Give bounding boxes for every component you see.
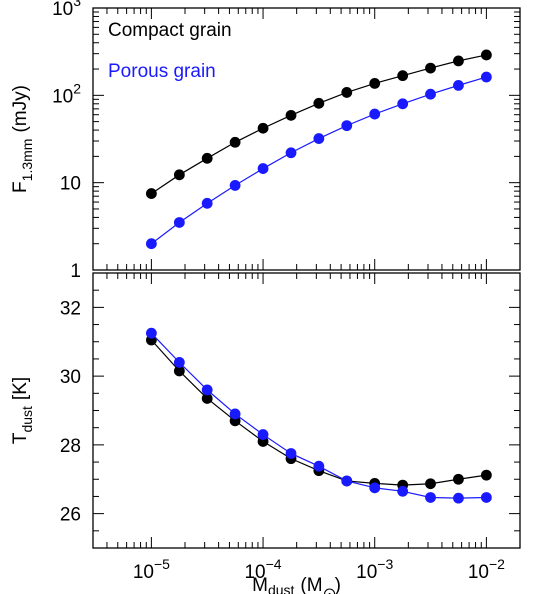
top-point-compact (257, 122, 269, 134)
bottom-point-porous (145, 327, 157, 339)
bottom-frame (92, 272, 521, 549)
top-point-porous (145, 238, 157, 250)
bottom-x-tick-label: 10−2 (468, 556, 505, 583)
bottom-y-tick-label: 32 (60, 298, 81, 319)
bottom-point-porous (257, 429, 269, 440)
bottom-y-tick-label: 28 (60, 436, 81, 457)
bottom-point-porous (285, 448, 297, 459)
bottom-point-porous (397, 485, 409, 497)
top-y-tick-label: 1 (70, 261, 81, 282)
top-point-compact (313, 97, 325, 109)
bottom-x-tick-label: 10−4 (244, 556, 281, 583)
top-y-tick-label: 10 (60, 174, 81, 195)
top-point-compact (173, 169, 185, 181)
bottom-point-porous (313, 460, 325, 472)
bottom-x-tick-label: 10−3 (356, 556, 393, 583)
bottom-point-porous (369, 482, 381, 494)
top-point-porous (425, 88, 436, 100)
bottom-point-porous (201, 384, 213, 396)
top-point-porous (313, 133, 325, 144)
top-point-porous (173, 217, 185, 228)
top-point-porous (480, 71, 492, 83)
top-point-compact (453, 55, 464, 67)
bottom-point-porous (425, 492, 436, 503)
top-point-porous (397, 98, 409, 110)
bottom-y-tick-label: 26 (60, 505, 81, 526)
bottom-y-tick-label: 30 (60, 367, 81, 388)
legend-compact-label: Compact grain (108, 20, 232, 41)
top-point-compact (341, 87, 353, 98)
top-point-porous (229, 180, 241, 191)
top-point-compact (145, 188, 157, 199)
bottom-panel: 26 28 30 32 Tdust[K] 10−5 10−4 10−3 10−2 Mdust (M) (10, 272, 521, 594)
top-y-axis-title: F1.3mm(mJy) (10, 85, 35, 193)
bottom-point-compact (453, 473, 464, 485)
top-point-compact (229, 136, 241, 148)
top-panel: 1 10 102 103 F1.3mm(mJy) (10, 0, 521, 282)
legend-porous-label: Porous grain (108, 61, 216, 82)
legend: Compact grain Porous grain (108, 20, 232, 82)
bottom-point-compact (480, 469, 492, 481)
top-point-compact (480, 49, 492, 61)
bottom-point-porous (341, 475, 353, 487)
bottom-point-porous (480, 492, 492, 503)
top-point-porous (201, 197, 213, 209)
bottom-x-tick-label: 10−5 (133, 556, 170, 583)
top-point-compact (369, 77, 381, 89)
top-point-compact (425, 62, 436, 74)
top-frame (92, 7, 521, 271)
top-point-compact (201, 152, 213, 164)
top-point-porous (341, 120, 353, 132)
bottom-point-compact (425, 478, 436, 490)
bottom-y-axis-title: Tdust[K] (10, 377, 35, 444)
bottom-point-porous (229, 408, 241, 420)
x-axis-title: Mdust (M) (252, 575, 341, 594)
top-point-porous (257, 163, 269, 174)
bottom-point-compact (173, 365, 185, 377)
top-y-tick-label: 103 (52, 0, 81, 20)
bottom-point-compact (201, 393, 213, 404)
top-point-porous (453, 79, 464, 91)
bottom-point-porous (173, 356, 185, 368)
sun-symbol-icon (324, 588, 336, 594)
top-point-porous (369, 108, 381, 120)
bottom-point-porous (453, 492, 464, 504)
top-point-compact (397, 70, 409, 82)
top-point-compact (285, 109, 297, 121)
top-y-tick-label: 102 (52, 80, 81, 107)
top-point-porous (285, 147, 297, 159)
